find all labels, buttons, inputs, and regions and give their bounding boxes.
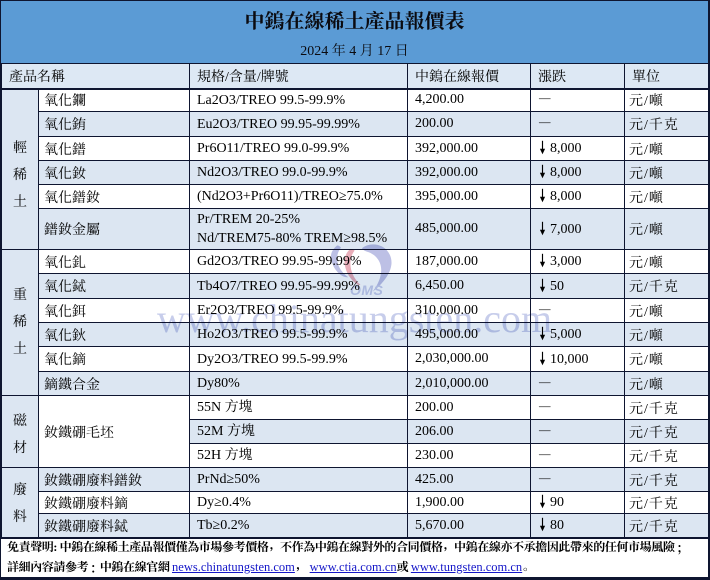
svg-text:OMS: OMS [350,282,384,298]
